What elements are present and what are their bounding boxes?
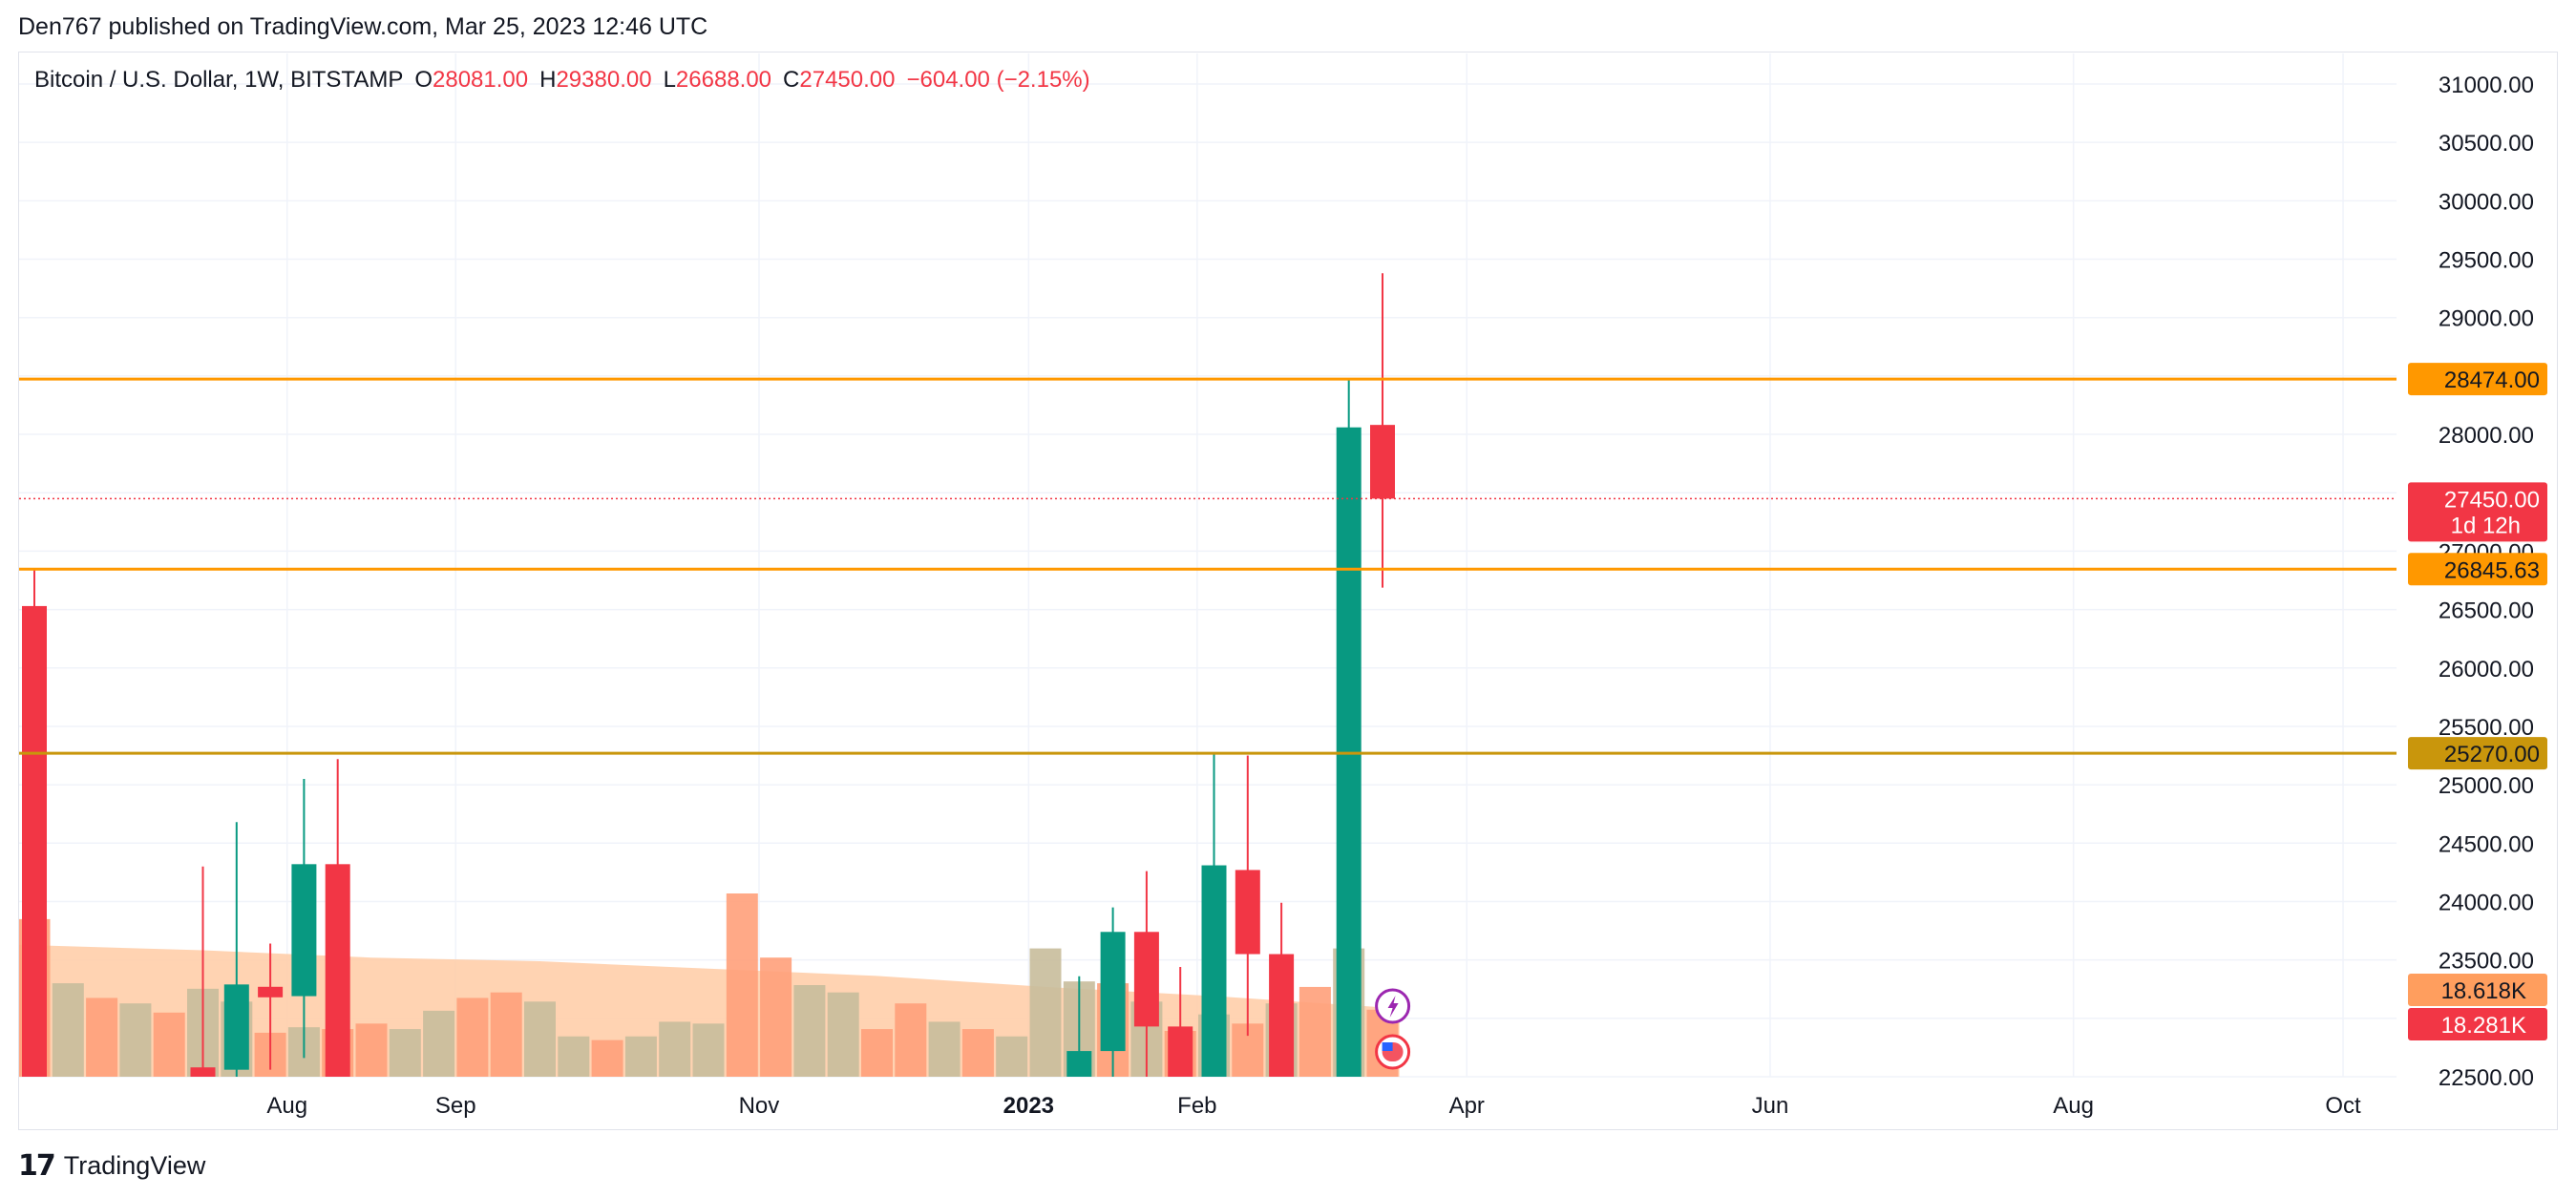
y-axis-tick-label: 29500.00 bbox=[2439, 248, 2534, 274]
open-label: O bbox=[414, 67, 433, 93]
volume-bar bbox=[996, 1036, 1028, 1077]
open-value: 28081.00 bbox=[433, 67, 529, 93]
volume-value-label: 18.281K bbox=[2441, 1013, 2526, 1039]
candle-body[interactable] bbox=[1370, 425, 1395, 499]
candle-body[interactable] bbox=[1100, 932, 1126, 1052]
low-value: 26688.00 bbox=[675, 67, 772, 93]
volume-bar bbox=[861, 1029, 893, 1077]
candle-body[interactable] bbox=[1336, 427, 1362, 1089]
y-axis-tick-label: 30000.00 bbox=[2439, 189, 2534, 215]
volume-bar bbox=[490, 992, 522, 1077]
close-value: 27450.00 bbox=[799, 67, 896, 93]
volume-bar bbox=[52, 983, 84, 1077]
volume-bar bbox=[524, 1001, 556, 1077]
volume-bar bbox=[558, 1036, 590, 1077]
volume-bar bbox=[389, 1029, 421, 1077]
volume-bar bbox=[355, 1023, 388, 1077]
volume-bar bbox=[692, 1023, 725, 1077]
y-axis-tick-label: 29000.00 bbox=[2439, 306, 2534, 332]
volume-bar bbox=[119, 1003, 152, 1077]
volume-value-label: 18.618K bbox=[2441, 978, 2526, 1004]
last-price-label: 27450.00 bbox=[2444, 487, 2540, 513]
candle-body[interactable] bbox=[1168, 1026, 1193, 1088]
y-axis-tick-label: 26000.00 bbox=[2439, 657, 2534, 682]
candle-body[interactable] bbox=[1133, 932, 1159, 1027]
y-axis-tick-label: 28000.00 bbox=[2439, 423, 2534, 449]
x-axis-tick-label: 2023 bbox=[1003, 1093, 1054, 1119]
volume-bar bbox=[895, 1003, 927, 1077]
last-price-badge bbox=[2408, 482, 2547, 542]
volume-bar bbox=[456, 998, 489, 1077]
volume-bar bbox=[928, 1021, 961, 1077]
published-by-text: Den767 published on TradingView.com, Mar… bbox=[18, 13, 708, 40]
x-axis-tick-label: Nov bbox=[739, 1093, 780, 1119]
price-level-badge bbox=[2408, 363, 2547, 396]
volume-bar bbox=[726, 893, 758, 1077]
price-level-badge-label: 28474.00 bbox=[2444, 368, 2540, 393]
change-value: −604.00 (−2.15%) bbox=[906, 67, 1090, 93]
volume-bar bbox=[624, 1036, 657, 1077]
y-axis-tick-label: 26500.00 bbox=[2439, 598, 2534, 624]
candle-body[interactable] bbox=[22, 605, 47, 1088]
high-label: H bbox=[539, 67, 557, 93]
price-level-badge-label: 26845.63 bbox=[2444, 557, 2540, 583]
tradingview-logo-text: TradingView bbox=[63, 1151, 206, 1180]
x-axis-tick-label: Jun bbox=[1752, 1093, 1789, 1119]
volume-bar bbox=[1029, 948, 1062, 1077]
symbol-title[interactable]: Bitcoin / U.S. Dollar, 1W, BITSTAMP bbox=[34, 67, 404, 93]
volume-bar bbox=[793, 985, 826, 1077]
volume-bar bbox=[760, 957, 792, 1077]
chart-frame bbox=[18, 52, 2558, 1130]
volume-value-badge bbox=[2408, 1008, 2547, 1040]
lightning-bolt-icon bbox=[1387, 996, 1399, 1018]
us-flag-canton-icon bbox=[1382, 1042, 1393, 1051]
high-value: 29380.00 bbox=[556, 67, 652, 93]
y-axis-tick-label: 30500.00 bbox=[2439, 131, 2534, 157]
close-label: C bbox=[783, 67, 800, 93]
price-level-badge-label: 25270.00 bbox=[2444, 742, 2540, 767]
bar-countdown-label: 1d 12h bbox=[2451, 513, 2521, 538]
x-axis-tick-label: Apr bbox=[1449, 1093, 1485, 1119]
volume-bar bbox=[423, 1010, 455, 1077]
volume-bar bbox=[153, 1012, 185, 1077]
price-level-badge bbox=[2408, 553, 2547, 586]
volume-value-badge bbox=[2408, 974, 2547, 1006]
y-axis-tick-label: 24500.00 bbox=[2439, 831, 2534, 857]
candle-body[interactable] bbox=[291, 864, 317, 997]
x-axis-tick-label: Feb bbox=[1177, 1093, 1216, 1119]
y-axis-tick-label: 22500.00 bbox=[2439, 1065, 2534, 1091]
volume-bar bbox=[1299, 986, 1331, 1077]
candle-body[interactable] bbox=[223, 984, 249, 1070]
y-axis-tick-label: 25500.00 bbox=[2439, 715, 2534, 741]
volume-bar bbox=[827, 992, 859, 1077]
tradingview-logo[interactable]: 17 TradingView bbox=[18, 1149, 205, 1183]
y-axis-tick-label: 31000.00 bbox=[2439, 73, 2534, 98]
low-label: L bbox=[663, 67, 676, 93]
volume-bar bbox=[591, 1040, 623, 1077]
volume-bar bbox=[659, 1021, 691, 1077]
x-axis-tick-label: Sep bbox=[435, 1093, 476, 1119]
price-level-badge bbox=[2408, 737, 2547, 770]
candle-body[interactable] bbox=[325, 864, 350, 1088]
volume-bar bbox=[961, 1029, 994, 1077]
candle-body[interactable] bbox=[258, 986, 284, 998]
candle-body[interactable] bbox=[1201, 865, 1227, 1089]
x-axis-tick-label: Aug bbox=[2053, 1093, 2094, 1119]
ohlc-legend: Bitcoin / U.S. Dollar, 1W, BITSTAMP O2808… bbox=[34, 67, 1090, 94]
x-axis-tick-label: Oct bbox=[2325, 1093, 2361, 1119]
candle-body[interactable] bbox=[1269, 954, 1295, 1089]
y-axis-tick-label: 23500.00 bbox=[2439, 949, 2534, 975]
candle-body[interactable] bbox=[190, 1067, 216, 1088]
y-axis-tick-label: 25000.00 bbox=[2439, 773, 2534, 799]
candle-body[interactable] bbox=[1066, 1051, 1092, 1088]
candle-body[interactable] bbox=[1235, 870, 1260, 955]
x-axis-tick-label: Aug bbox=[266, 1093, 307, 1119]
y-axis-tick-label: 24000.00 bbox=[2439, 890, 2534, 915]
volume-bar bbox=[86, 998, 118, 1077]
tradingview-logo-icon: 17 bbox=[18, 1149, 56, 1183]
